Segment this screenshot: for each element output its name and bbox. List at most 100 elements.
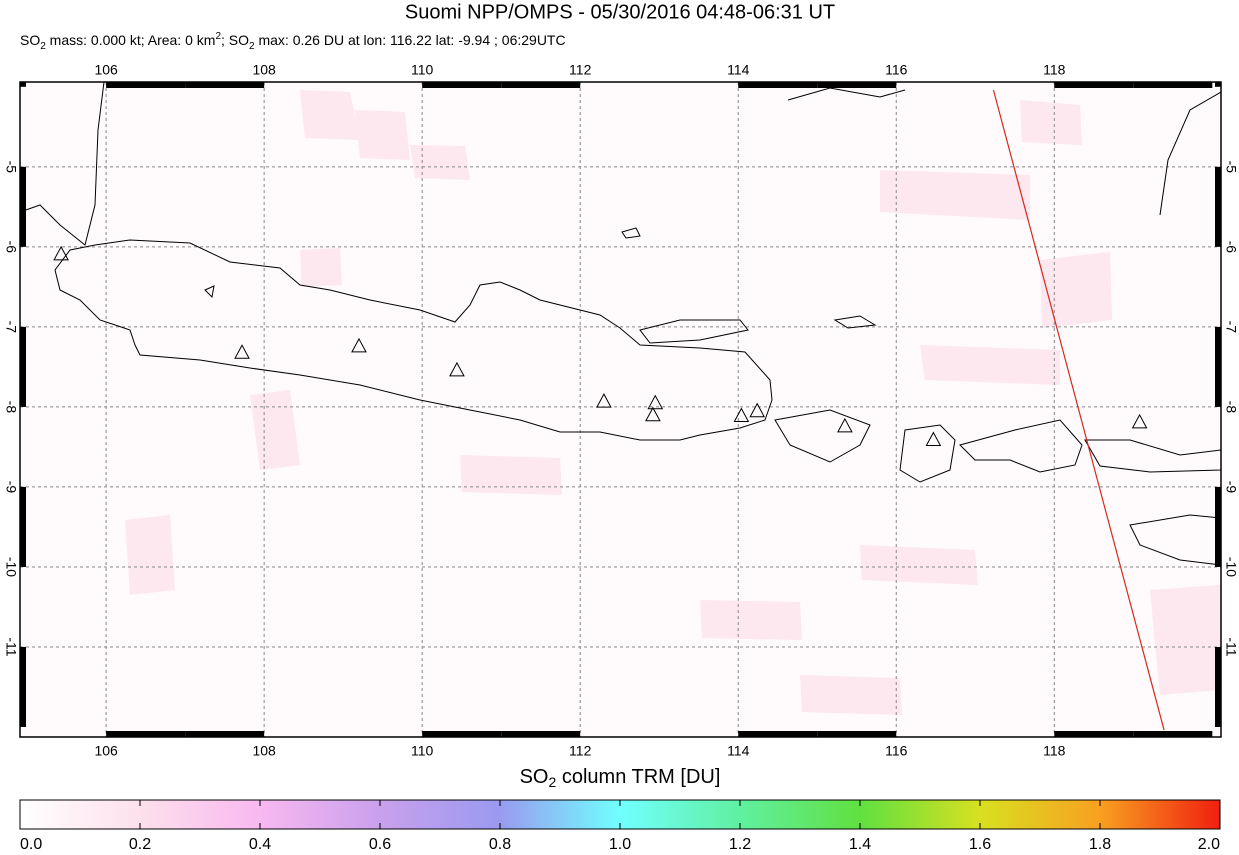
frame-bar bbox=[817, 82, 897, 88]
title: Suomi NPP/OMPS - 05/30/2016 04:48-06:31 … bbox=[405, 1, 835, 23]
volcano bbox=[449, 361, 465, 377]
volcano bbox=[837, 417, 853, 433]
frame-bar bbox=[817, 731, 897, 737]
so2-pixel bbox=[1040, 252, 1112, 328]
y-tick-label-left: -10 bbox=[3, 557, 19, 577]
coastline-islet bbox=[204, 285, 215, 299]
frame-bar bbox=[738, 731, 818, 737]
volcano bbox=[647, 394, 664, 410]
y-tick-label-right: -5 bbox=[1223, 161, 1239, 174]
colorbar-tick-label: 1.8 bbox=[1089, 836, 1111, 853]
colorbar-tick-label: 0.8 bbox=[489, 836, 511, 853]
frame-bar bbox=[20, 326, 26, 407]
subtitle-subscript: 2 bbox=[40, 41, 46, 52]
frame-bar bbox=[1215, 82, 1221, 87]
frame-bar bbox=[422, 731, 502, 737]
coastline-sumatra bbox=[20, 82, 105, 246]
so2-pixel bbox=[460, 455, 562, 495]
colorbar-tick-label: 0.6 bbox=[369, 836, 391, 853]
so2-pixel bbox=[300, 90, 360, 140]
coastline-sumbawa bbox=[959, 419, 1083, 473]
coastline-islet bbox=[833, 315, 877, 329]
x-tick-label-top: 116 bbox=[885, 62, 908, 78]
volcano bbox=[351, 337, 367, 353]
so2-pixel bbox=[880, 170, 1030, 220]
volcano bbox=[596, 393, 612, 408]
x-tick-label-top: 114 bbox=[727, 62, 750, 78]
so2-pixel bbox=[700, 600, 802, 640]
colorbar-tick-label: 1.2 bbox=[729, 836, 751, 853]
frame-bar bbox=[501, 731, 581, 737]
so2-pixels bbox=[125, 90, 1220, 715]
map-frame bbox=[19, 81, 1222, 738]
x-tick-label-top: 118 bbox=[1043, 62, 1066, 78]
subtitle-part: SO bbox=[20, 32, 40, 48]
x-tick-label-bottom: 108 bbox=[252, 743, 276, 759]
colorbar-tick-label: 1.0 bbox=[609, 836, 631, 853]
frame-bar bbox=[738, 82, 818, 88]
subtitle-superscript: 2 bbox=[215, 31, 221, 42]
volcano bbox=[1131, 413, 1148, 429]
colorbar-tick-label: 1.6 bbox=[969, 836, 991, 853]
y-tick-label-left: -11 bbox=[3, 637, 19, 656]
frame-bar bbox=[20, 82, 26, 87]
so2-pixel bbox=[920, 345, 1060, 385]
frame-bar bbox=[1215, 486, 1221, 567]
frame-bar bbox=[1054, 731, 1134, 737]
x-tick-label-bottom: 118 bbox=[1043, 743, 1066, 759]
colorbar-label-part: SO bbox=[520, 766, 549, 788]
x-tick-label-bottom: 116 bbox=[885, 743, 908, 759]
colorbar-ticks: 0.0 0.2 0.4 0.6 0.8 1.0 1.2 1.4 1.6 1.8 2.0 bbox=[19, 800, 1221, 853]
volcano bbox=[234, 344, 250, 359]
y-tick-label-right: -8 bbox=[1223, 401, 1239, 414]
subtitle-part: ; SO bbox=[221, 32, 249, 48]
frame-bar bbox=[20, 646, 26, 727]
so2-pixel bbox=[860, 545, 978, 585]
colorbar-tick-label: 0.4 bbox=[249, 836, 271, 853]
y-tick-label-right: -6 bbox=[1223, 241, 1239, 254]
subtitle: SO2 mass: 0.000 kt; Area: 0 km2; SO2 max… bbox=[20, 31, 566, 52]
map-background bbox=[20, 82, 1221, 737]
so2-pixel bbox=[355, 110, 410, 160]
coastline-lombok bbox=[899, 424, 956, 483]
colorbar-tick-label: 0.2 bbox=[129, 836, 151, 853]
features bbox=[53, 89, 1165, 731]
frame-bar bbox=[1133, 731, 1213, 737]
y-tick-label-right: -11 bbox=[1223, 637, 1239, 656]
subtitle-part: max: 0.26 DU at lon: 116.22 lat: -9.94 ;… bbox=[255, 32, 566, 48]
coastline-java bbox=[54, 239, 773, 441]
volcano bbox=[733, 407, 750, 423]
colorbar-tick-label: 0.0 bbox=[20, 836, 42, 853]
colorbar-label-subscript: 2 bbox=[549, 774, 557, 790]
y-tick-label-left: -9 bbox=[3, 481, 19, 494]
coastline-sulawesi bbox=[1159, 91, 1221, 216]
frame-bar bbox=[1215, 166, 1221, 247]
volcano bbox=[749, 402, 766, 418]
frame-bar bbox=[106, 82, 186, 88]
y-tick-label-right: -9 bbox=[1223, 481, 1239, 494]
coastline-borneo bbox=[787, 87, 906, 101]
colorbar-label: SO2 column TRM [DU] bbox=[520, 766, 721, 789]
so2-pixel bbox=[1150, 585, 1220, 695]
coastlines bbox=[20, 82, 1221, 566]
frame-bar bbox=[1215, 326, 1221, 407]
y-tick-label-left: -6 bbox=[3, 241, 19, 254]
frame-bar bbox=[185, 82, 265, 88]
coastline-flores bbox=[1084, 439, 1221, 473]
grid bbox=[20, 82, 1221, 737]
frame-bar bbox=[1215, 646, 1221, 727]
frame-bar bbox=[501, 82, 581, 88]
y-tick-label-right: -7 bbox=[1223, 321, 1239, 334]
coastline-madura bbox=[639, 319, 749, 344]
volcano bbox=[53, 245, 69, 261]
frame-bar bbox=[20, 166, 26, 247]
coastline-sumba bbox=[1129, 514, 1221, 566]
coastline-islet bbox=[621, 227, 641, 239]
colorbar-tick-label: 2.0 bbox=[1198, 836, 1220, 853]
y-tick-label-left: -7 bbox=[3, 321, 19, 334]
so2-pixel bbox=[250, 390, 300, 470]
x-tick-label-top: 112 bbox=[569, 62, 592, 78]
